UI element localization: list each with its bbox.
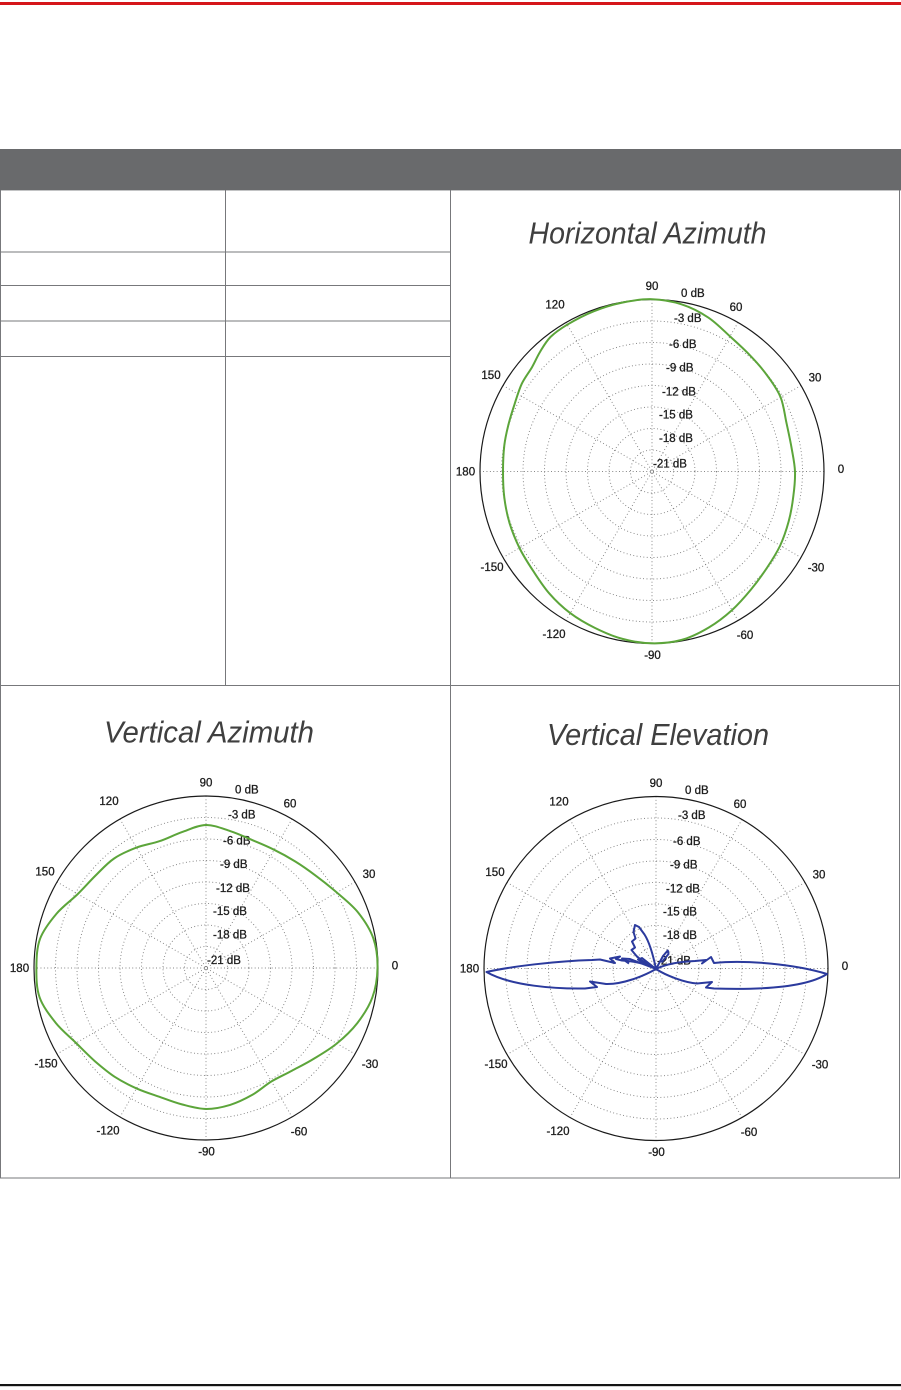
svg-text:-18 dB: -18 dB: [659, 433, 693, 445]
svg-text:-60: -60: [291, 1127, 308, 1139]
svg-text:0: 0: [392, 961, 398, 973]
svg-text:180: 180: [10, 963, 29, 975]
svg-text:60: 60: [734, 799, 747, 811]
svg-text:-15 dB: -15 dB: [213, 906, 247, 918]
svg-text:Vertical Azimuth: Vertical Azimuth: [104, 715, 314, 750]
svg-text:-30: -30: [362, 1059, 379, 1071]
svg-text:90: 90: [200, 778, 213, 790]
svg-text:-3 dB: -3 dB: [228, 810, 256, 822]
svg-text:180: 180: [460, 964, 479, 976]
svg-text:-150: -150: [34, 1059, 57, 1071]
svg-text:120: 120: [545, 300, 564, 312]
svg-text:-12 dB: -12 dB: [216, 883, 250, 895]
svg-text:-6 dB: -6 dB: [223, 836, 251, 848]
svg-text:-120: -120: [542, 629, 565, 641]
svg-text:-9 dB: -9 dB: [666, 363, 694, 375]
svg-text:-90: -90: [644, 650, 661, 662]
svg-text:60: 60: [284, 799, 297, 811]
svg-text:30: 30: [813, 870, 826, 882]
svg-text:30: 30: [809, 373, 822, 385]
svg-text:Horizontal Azimuth: Horizontal Azimuth: [529, 216, 767, 251]
svg-text:-12 dB: -12 dB: [666, 884, 700, 896]
svg-text:-15 dB: -15 dB: [663, 907, 697, 919]
svg-text:-18 dB: -18 dB: [663, 930, 697, 942]
svg-text:-15 dB: -15 dB: [659, 410, 693, 422]
svg-text:120: 120: [549, 797, 568, 809]
svg-text:-6 dB: -6 dB: [673, 836, 701, 848]
svg-text:0: 0: [842, 961, 848, 973]
svg-text:-3 dB: -3 dB: [674, 313, 702, 325]
svg-text:0 dB: 0 dB: [685, 785, 709, 797]
svg-text:-12 dB: -12 dB: [662, 387, 696, 399]
svg-text:150: 150: [485, 867, 504, 879]
svg-text:90: 90: [646, 281, 659, 293]
svg-text:-150: -150: [484, 1059, 507, 1071]
svg-text:-9 dB: -9 dB: [220, 859, 248, 871]
svg-text:-90: -90: [198, 1147, 215, 1159]
svg-text:-21 dB: -21 dB: [653, 459, 687, 471]
svg-text:-60: -60: [737, 630, 754, 642]
svg-text:-18 dB: -18 dB: [213, 930, 247, 942]
svg-text:0 dB: 0 dB: [681, 288, 705, 300]
svg-text:-120: -120: [546, 1126, 569, 1138]
svg-text:150: 150: [35, 867, 54, 879]
svg-text:Vertical Elevation: Vertical Elevation: [547, 717, 769, 752]
svg-text:180: 180: [456, 467, 475, 479]
svg-text:120: 120: [99, 796, 118, 808]
svg-text:-60: -60: [741, 1127, 758, 1139]
svg-text:-30: -30: [808, 563, 825, 575]
svg-text:30: 30: [363, 869, 376, 881]
svg-text:-30: -30: [812, 1060, 829, 1072]
svg-text:-9 dB: -9 dB: [670, 860, 698, 872]
svg-text:-90: -90: [648, 1147, 665, 1159]
svg-text:60: 60: [730, 302, 743, 314]
svg-text:-3 dB: -3 dB: [678, 810, 706, 822]
svg-text:-120: -120: [96, 1126, 119, 1138]
svg-text:0 dB: 0 dB: [235, 785, 259, 797]
svg-text:150: 150: [481, 370, 500, 382]
svg-text:0: 0: [838, 464, 844, 476]
svg-text:-21 dB: -21 dB: [207, 955, 241, 967]
svg-text:-150: -150: [480, 562, 503, 574]
svg-text:90: 90: [650, 778, 663, 790]
svg-text:-6 dB: -6 dB: [669, 339, 697, 351]
